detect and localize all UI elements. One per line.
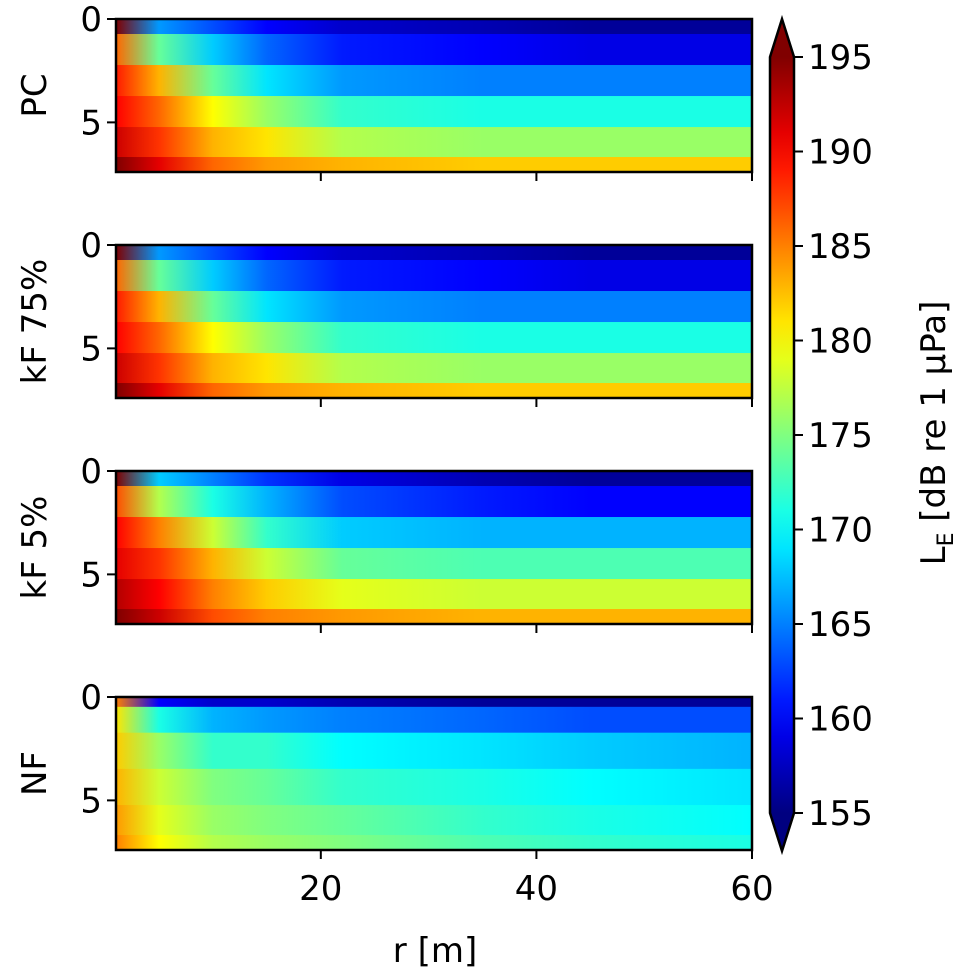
depth-band <box>116 353 752 385</box>
depth-band <box>116 65 752 98</box>
panels: 0 5 PC 0 5 kF 75% 0 5 kF 5% 0 5 20 40 60 NF <box>15 0 774 909</box>
depth-band <box>116 19 752 36</box>
colorbar-label: LE [dB re 1 μPa] <box>914 301 955 566</box>
x-axis-label: r [m] <box>393 931 477 971</box>
depth-band <box>116 609 752 624</box>
colorbar-tick-label: 190 <box>808 133 873 173</box>
heatmap-field <box>116 697 752 850</box>
depth-band <box>116 548 752 581</box>
panel-frame <box>114 469 754 626</box>
colorbar-tick-label: 160 <box>808 700 873 740</box>
panel-pc: 0 5 PC <box>15 0 754 181</box>
panel-label: kF 75% <box>15 259 55 385</box>
colorbar-label-sub: E <box>934 533 955 547</box>
colorbar-tick-label: 195 <box>808 38 873 78</box>
colorbar-tick-label: 175 <box>808 416 873 456</box>
colorbar-label-main: L <box>914 546 954 565</box>
x-tick-label: 40 <box>515 869 558 909</box>
colorbar-extend-max <box>770 19 794 57</box>
depth-band <box>116 34 752 67</box>
panel-label: PC <box>15 73 55 117</box>
panel-kf-5-: 0 5 kF 5% <box>15 452 754 633</box>
heatmap-field <box>116 19 752 172</box>
panel-label: kF 5% <box>15 496 55 600</box>
panel-frame <box>114 695 754 852</box>
colorbar-tick-label: 185 <box>808 227 873 267</box>
colorbar-tick-label: 165 <box>808 605 873 645</box>
depth-band <box>116 245 752 262</box>
depth-band <box>116 96 752 129</box>
heatmap-field <box>116 471 752 624</box>
y-tick-label: 0 <box>80 452 102 492</box>
depth-band <box>116 768 752 807</box>
depth-band <box>116 157 752 172</box>
y-tick-label: 0 <box>80 226 102 266</box>
y-tick-label: 0 <box>80 678 102 718</box>
panel-nf: 0 5 20 40 60 NF <box>15 678 774 909</box>
depth-band <box>116 486 752 519</box>
panel-frame <box>114 243 754 400</box>
y-tick-label: 5 <box>80 781 102 821</box>
depth-band <box>116 291 752 324</box>
panel-kf-75-: 0 5 kF 75% <box>15 226 754 407</box>
y-tick-label: 0 <box>80 0 102 40</box>
depth-band <box>116 322 752 355</box>
depth-band <box>116 835 752 850</box>
depth-band <box>116 697 752 708</box>
colorbar-tick-label: 180 <box>808 322 873 362</box>
x-tick-label: 20 <box>299 869 342 909</box>
depth-band <box>116 706 752 734</box>
depth-band <box>116 517 752 550</box>
heatmap-field <box>116 245 752 398</box>
colorbar-label-rest: [dB re 1 μPa] <box>914 301 954 533</box>
y-tick-label: 5 <box>80 555 102 595</box>
colorbar: LE [dB re 1 μPa] 155 160 165 170 175 180 185 19… <box>768 14 955 856</box>
depth-band <box>116 260 752 293</box>
depth-band <box>116 383 752 398</box>
colorbar-gradient <box>770 57 794 813</box>
colorbar-extend-min <box>770 813 794 851</box>
panel-frame <box>114 17 754 174</box>
x-axis: r [m] <box>393 931 477 971</box>
panel-label: NF <box>15 751 55 796</box>
x-tick-label: 60 <box>730 869 773 909</box>
colorbar-tick-label: 170 <box>808 511 873 551</box>
depth-band <box>116 805 752 837</box>
y-tick-label: 5 <box>80 103 102 143</box>
y-tick-label: 5 <box>80 329 102 369</box>
depth-band <box>116 732 752 770</box>
depth-band <box>116 579 752 611</box>
colorbar-tick-label: 155 <box>808 794 873 834</box>
depth-band <box>116 471 752 488</box>
depth-band <box>116 127 752 159</box>
